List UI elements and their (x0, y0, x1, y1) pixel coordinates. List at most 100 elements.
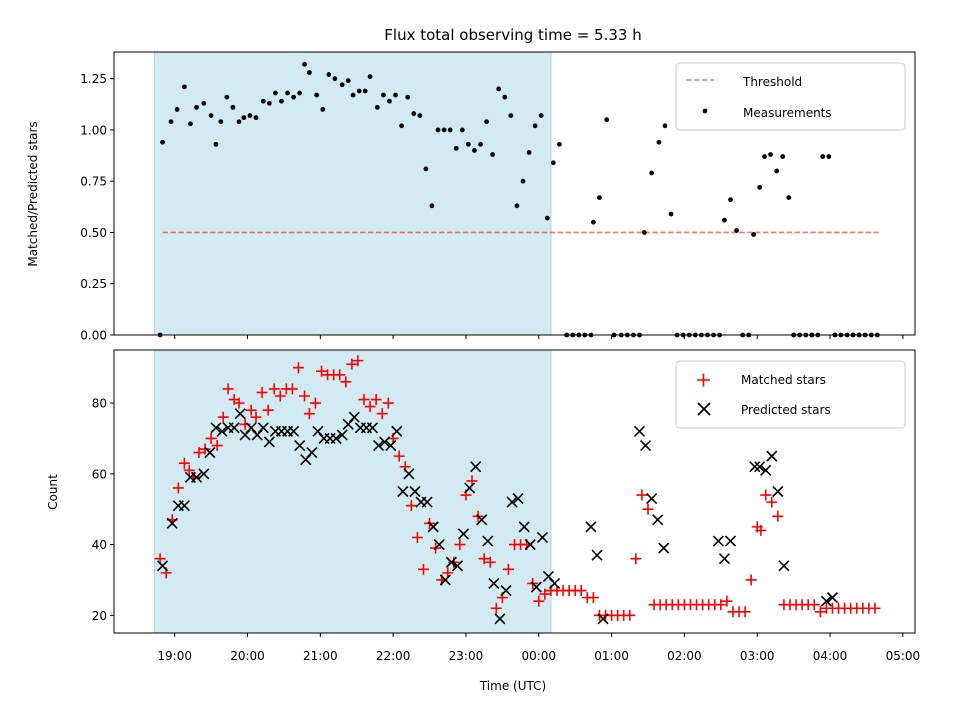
top-y-tick-label: 0.00 (80, 329, 107, 343)
measurement-point (786, 195, 792, 201)
measurement-point (544, 215, 550, 221)
predicted-star-point (464, 482, 476, 494)
predicted-star-point (712, 535, 724, 547)
measurement-point (266, 100, 272, 106)
matched-star-point (502, 563, 514, 575)
legend-predicted-label: Predicted stars (741, 403, 831, 417)
top-y-tick-label: 1.00 (80, 123, 107, 137)
matched-star-point (250, 411, 262, 423)
measurement-point (520, 178, 526, 184)
matched-star-point (405, 500, 417, 512)
bottom-ylabel: Count (46, 474, 60, 510)
measurement-point (649, 170, 655, 176)
matched-star-point (262, 404, 274, 416)
matched-star-point (268, 383, 280, 395)
predicted-star-point (427, 521, 439, 533)
matched-star-point (239, 418, 251, 430)
measurement-point (597, 195, 602, 201)
predicted-star-point (585, 521, 597, 533)
matched-star-point (303, 408, 315, 420)
predicted-star-point (633, 425, 646, 437)
bottom-y-tick-label: 80 (92, 397, 107, 411)
matched-star-point (233, 397, 245, 409)
measurement-point (662, 123, 668, 129)
matched-star-point (346, 358, 358, 370)
measurement-point (423, 166, 429, 172)
measurement-point (387, 98, 392, 104)
measurement-point (668, 211, 674, 217)
predicted-star-point (373, 439, 385, 452)
predicted-star-point (263, 436, 275, 448)
predicted-star-point (366, 422, 379, 434)
measurement-point (728, 197, 733, 203)
matched-star-point (199, 443, 211, 455)
predicted-star-point (166, 517, 178, 529)
measurement-point (302, 61, 307, 67)
top-ylabel: Matched/Predicted stars (26, 121, 40, 266)
predicted-star-point (494, 613, 506, 625)
measurement-point (453, 145, 459, 151)
top-y-tick-label: 0.50 (80, 226, 107, 240)
measurement-point (291, 94, 297, 100)
measurement-point (208, 113, 214, 118)
measurement-point (332, 76, 338, 82)
matched-star-point (393, 450, 405, 462)
matched-star-point (533, 595, 545, 607)
predicted-star-point (379, 436, 391, 448)
measurement-point (218, 119, 224, 125)
top-shaded-region (154, 52, 551, 335)
measurement-point (194, 104, 199, 110)
x-tick-label: 00:00 (521, 649, 556, 663)
x-tick-label: 21:00 (303, 649, 338, 663)
legend-threshold-label: Threshold (742, 75, 802, 89)
legend-measurements-swatch (702, 108, 708, 114)
x-axis-label: Time (UTC) (479, 679, 546, 693)
measurement-point (260, 98, 266, 104)
x-tick-label: 03:00 (740, 649, 775, 663)
measurement-point (356, 88, 362, 94)
predicted-star-point (385, 439, 397, 452)
predicted-star-point (457, 528, 470, 540)
matched-star-point (364, 401, 376, 413)
predicted-star-point (658, 542, 670, 554)
measurement-point (285, 90, 290, 96)
measurement-point (350, 92, 356, 98)
measurement-point (326, 72, 332, 77)
predicted-star-point (640, 439, 652, 452)
matched-star-point (587, 592, 599, 604)
matched-star-point (292, 362, 304, 374)
top-panel: 0.00 0.25 0.50 0.75 1.00 1.25 Matched/Predict… (26, 51, 916, 343)
matched-star-point (760, 489, 772, 501)
predicted-star-point (500, 584, 512, 597)
matched-star-point (245, 404, 257, 416)
matched-star-point (772, 510, 784, 522)
measurement-point (417, 113, 423, 118)
matched-star-point (642, 503, 654, 515)
predicted-star-point (718, 553, 731, 565)
predicted-star-point (198, 468, 210, 480)
matched-star-point (808, 599, 820, 611)
legend-predicted-swatch (697, 402, 711, 416)
measurement-point (247, 113, 253, 118)
matched-star-point (484, 556, 496, 568)
measurement-point (405, 94, 411, 100)
predicted-star-point (330, 432, 342, 445)
measurement-point (435, 127, 441, 133)
predicted-star-point (190, 471, 203, 483)
legend-matched-label: Matched stars (741, 373, 826, 387)
predicted-star-point (512, 493, 524, 505)
predicted-star-point (760, 464, 772, 476)
predicted-star-point (403, 468, 415, 480)
predicted-star-point (204, 447, 216, 459)
matched-star-point (256, 386, 268, 398)
measurement-point (320, 107, 326, 112)
predicted-star-point (336, 429, 348, 441)
top-legend: Threshold Measurements (675, 62, 906, 131)
measurement-point (557, 141, 562, 147)
matched-star-point (172, 482, 184, 494)
predicted-star-point (652, 514, 664, 526)
matched-star-point (352, 355, 364, 367)
predicted-star-point (482, 535, 494, 547)
measurement-point (367, 74, 373, 80)
